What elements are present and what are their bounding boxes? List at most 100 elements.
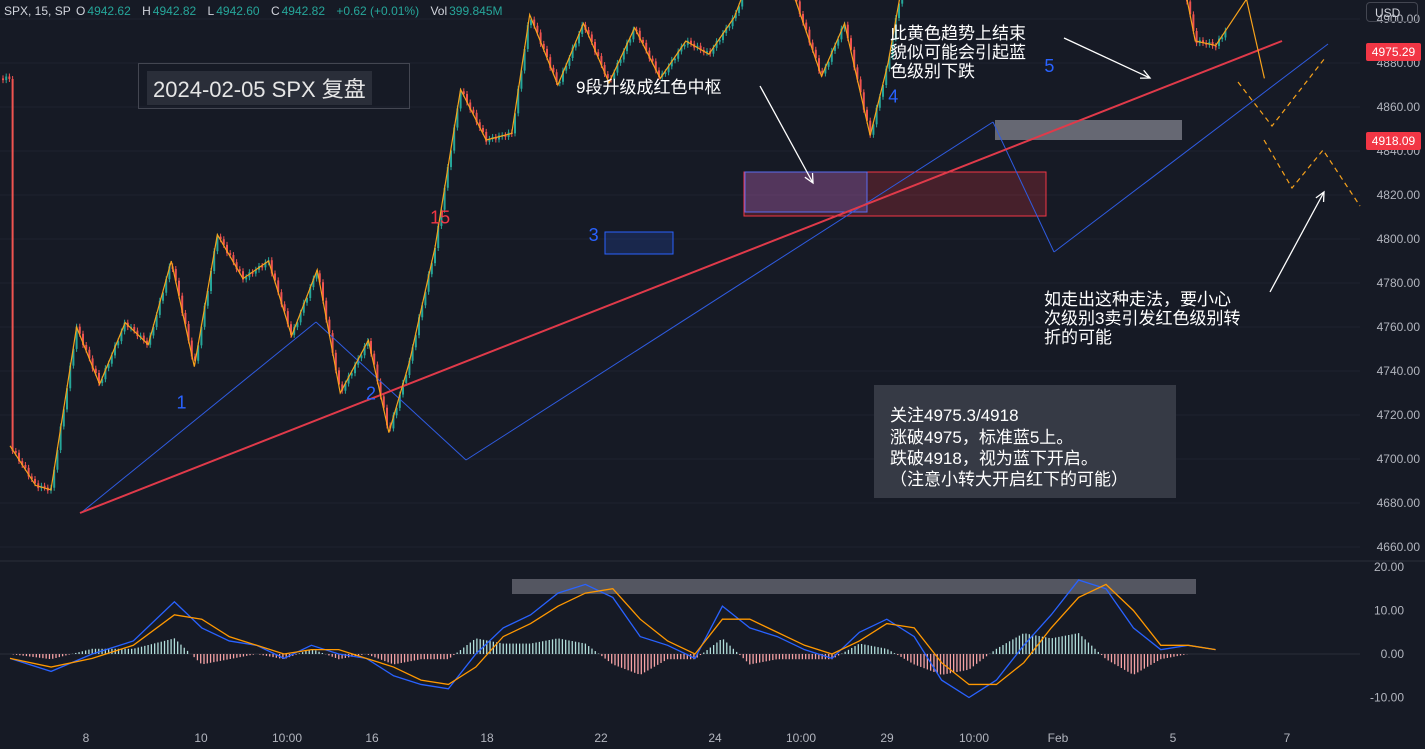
candle-body	[309, 287, 312, 299]
candle-body	[392, 415, 395, 429]
arrow-top-head	[1139, 69, 1152, 79]
candle-body	[517, 88, 520, 114]
candle-body	[597, 52, 600, 57]
candle-body	[280, 292, 283, 305]
small-pivot-box	[604, 231, 674, 255]
candle-body	[104, 368, 107, 380]
candle-body	[232, 255, 235, 263]
candle-body	[622, 51, 625, 60]
candle-body	[8, 76, 11, 79]
change-value: +0.62 (+0.01%)	[336, 4, 420, 18]
candle-body	[334, 352, 337, 371]
candle-body	[677, 51, 680, 59]
projection-upper	[1237, 57, 1326, 127]
candle-body	[642, 39, 644, 43]
candle-body	[200, 326, 203, 346]
wave-label-15: 15	[430, 208, 450, 228]
candle-body	[370, 341, 372, 354]
candle-body	[101, 379, 104, 384]
candle-body	[478, 122, 481, 129]
candle-body	[690, 40, 692, 44]
candle-body	[638, 30, 641, 40]
candle-body	[472, 109, 475, 113]
macd-tick-label: -10.00	[1370, 691, 1404, 705]
macd-histogram	[12, 633, 1188, 675]
candle-body	[94, 368, 97, 373]
candle-body	[264, 262, 267, 268]
info-line-4: （注意小转大开启红下的可能）	[890, 470, 1128, 489]
candle-body	[539, 32, 542, 44]
candle-body	[395, 407, 398, 416]
candle-body	[18, 452, 20, 462]
wave-label-5: 5	[1044, 56, 1054, 76]
candle-body	[325, 300, 328, 320]
candle-body	[878, 96, 881, 108]
candle-body	[536, 25, 539, 33]
candle-body	[552, 67, 555, 73]
candle-body	[418, 317, 420, 336]
candle-body	[459, 91, 462, 109]
candle-body	[27, 467, 30, 477]
wave-label-2: 2	[366, 384, 376, 404]
price-tick-label: 4720.00	[1377, 408, 1421, 422]
currency-button[interactable]: USD	[1366, 2, 1418, 22]
symbol-label[interactable]: SPX, 15, SP	[4, 4, 71, 18]
time-tick-label: 10:00	[959, 731, 989, 745]
price-tag-lower: 4918.09	[1366, 132, 1421, 150]
macd-tick-label: 20.00	[1374, 560, 1404, 574]
candle-body	[440, 209, 443, 226]
candle-body	[1208, 42, 1211, 45]
price-tick-label: 4680.00	[1377, 496, 1421, 510]
candle-body	[376, 364, 379, 382]
candle-body	[706, 51, 708, 53]
candle-body	[546, 48, 548, 58]
candle-body	[219, 236, 222, 240]
candle-body	[85, 344, 88, 350]
candle-body	[808, 29, 811, 43]
candle-body	[34, 478, 36, 484]
info-line-1: 关注4975.3/4918	[890, 406, 1019, 425]
candle-body	[194, 356, 196, 361]
candle-body	[699, 45, 702, 51]
candle-body	[1192, 14, 1195, 32]
candle-body	[110, 355, 113, 364]
candle-body	[206, 290, 209, 306]
time-tick-label: Feb	[1048, 731, 1069, 745]
candle-body	[1214, 45, 1217, 48]
low-key: L	[207, 4, 215, 18]
time-tick-label: 29	[880, 731, 894, 745]
candle-body	[14, 450, 17, 453]
candle-body	[462, 91, 465, 95]
vol-key: Vol	[430, 4, 448, 18]
candle-body	[155, 314, 158, 327]
candle-body	[549, 57, 552, 68]
candle-body	[834, 45, 836, 51]
macd-line	[9, 579, 1216, 699]
time-tick-label: 10:00	[786, 731, 816, 745]
candle-body	[210, 270, 212, 291]
candle-body	[670, 59, 673, 67]
candle-body	[1224, 30, 1227, 38]
candle-body	[174, 269, 177, 281]
candle-body	[344, 383, 347, 391]
time-tick-label: 10:00	[272, 731, 302, 745]
candle-body	[66, 388, 68, 410]
candle-body	[488, 138, 491, 142]
channel-line-1	[81, 321, 317, 513]
candle-body	[741, 0, 744, 7]
candle-body	[469, 102, 472, 110]
candle-body	[347, 375, 350, 384]
candle-body	[450, 150, 452, 168]
candle-body	[533, 19, 536, 26]
candle-body	[616, 62, 619, 73]
candle-body	[718, 40, 721, 42]
info-box: 关注4975.3/4918 涨破4975，标准蓝5上。 跌破4918，视为蓝下开…	[874, 385, 1176, 498]
candle-body	[830, 50, 833, 62]
candle-body	[824, 66, 827, 74]
candle-body	[181, 295, 184, 313]
candle-body	[891, 38, 894, 57]
note-bottom: 如走出这种走法，要小心 次级别3卖引发红色级别转 折的可能	[1044, 290, 1241, 347]
candle-body	[315, 273, 318, 279]
candle-body	[226, 244, 228, 254]
